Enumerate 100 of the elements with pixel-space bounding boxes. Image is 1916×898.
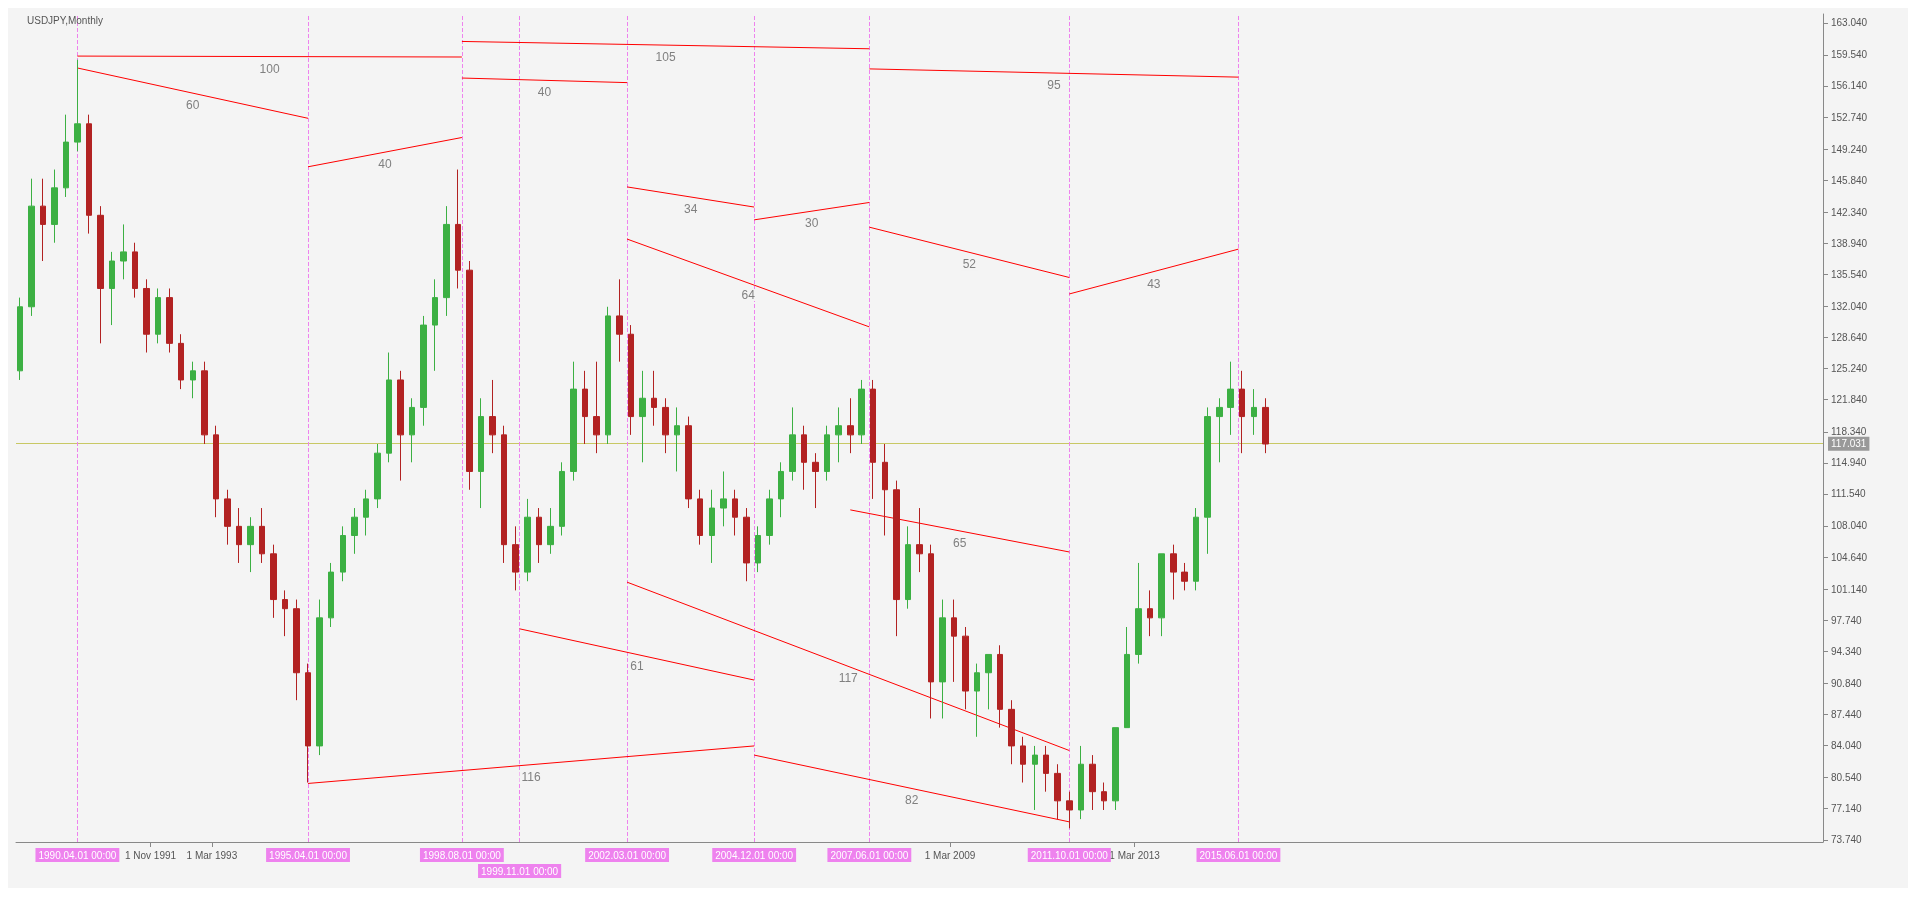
candlestick bbox=[489, 379, 496, 454]
candlestick bbox=[351, 507, 358, 555]
candlestick bbox=[1020, 736, 1026, 784]
candlestick bbox=[997, 644, 1003, 729]
candlestick bbox=[928, 544, 934, 719]
candlestick bbox=[40, 178, 46, 262]
candlestick bbox=[605, 306, 611, 445]
candlestick bbox=[1216, 397, 1223, 463]
candlestick bbox=[97, 205, 104, 344]
x-tick-label: 1 Mar 1993 bbox=[186, 849, 238, 861]
y-tick-label: 104.640 bbox=[1831, 551, 1868, 563]
candlestick bbox=[905, 525, 911, 610]
series-label: 117 bbox=[838, 671, 859, 686]
candlestick bbox=[293, 599, 300, 701]
series-label: 64 bbox=[741, 287, 756, 302]
ref-line-label: 2015.06.01 00:00 bbox=[1199, 849, 1278, 861]
y-tick-label: 121.840 bbox=[1831, 394, 1868, 406]
candlestick bbox=[397, 370, 404, 482]
candlestick bbox=[1078, 745, 1084, 820]
candlestick bbox=[305, 663, 311, 784]
candlestick bbox=[259, 507, 265, 564]
candlestick bbox=[882, 443, 888, 536]
y-tick-label: 114.940 bbox=[1831, 457, 1867, 469]
candlestick bbox=[1147, 589, 1153, 637]
ref-line-label: 1998.08.01 00:00 bbox=[422, 849, 502, 861]
candlestick bbox=[1124, 626, 1130, 729]
candlestick bbox=[132, 242, 138, 299]
series-label: 116 bbox=[521, 769, 541, 784]
candlestick bbox=[1112, 727, 1119, 811]
series-label: 61 bbox=[630, 659, 644, 674]
candlestick bbox=[547, 507, 554, 555]
y-tick-label: 73.740 bbox=[1831, 834, 1863, 846]
candlestick bbox=[593, 361, 600, 454]
candlestick bbox=[582, 370, 588, 445]
candlestick bbox=[1262, 397, 1269, 454]
y-tick-label: 118.340 bbox=[1831, 426, 1867, 438]
x-tick-label: 1 Mar 2013 bbox=[1109, 849, 1161, 861]
y-tick-label: 159.540 bbox=[1831, 49, 1868, 61]
candlestick bbox=[316, 599, 323, 756]
candlestick bbox=[847, 397, 854, 454]
candlestick bbox=[870, 379, 876, 500]
series-label: 30 bbox=[805, 216, 819, 231]
candlestick bbox=[363, 489, 369, 536]
candlestick bbox=[1054, 763, 1061, 820]
candlestick bbox=[1193, 507, 1199, 591]
candlestick bbox=[720, 470, 727, 527]
candlestick bbox=[812, 452, 819, 509]
candlestick bbox=[270, 544, 277, 619]
candlestick bbox=[512, 525, 519, 591]
ref-line-label: 2002.03.01 00:00 bbox=[588, 849, 667, 861]
ref-line-label: 117.031 bbox=[1831, 438, 1867, 450]
candlestick bbox=[455, 169, 461, 289]
series-label: 65 bbox=[953, 535, 967, 550]
y-tick-label: 84.040 bbox=[1831, 740, 1863, 752]
candlestick bbox=[1239, 370, 1245, 454]
candlestick bbox=[328, 562, 334, 628]
y-tick-label: 163.040 bbox=[1831, 17, 1868, 29]
candlestick bbox=[639, 370, 646, 463]
candlestick bbox=[939, 599, 946, 719]
candlestick bbox=[559, 461, 565, 536]
candlestick bbox=[755, 525, 761, 573]
candlestick bbox=[893, 480, 900, 637]
y-tick-label: 80.540 bbox=[1831, 772, 1863, 784]
candlestick bbox=[766, 489, 773, 546]
candlestick bbox=[236, 507, 242, 564]
candlestick bbox=[1251, 388, 1257, 436]
candlestick bbox=[1032, 745, 1038, 811]
candlestick bbox=[1204, 406, 1211, 555]
candlestick bbox=[63, 114, 69, 198]
y-tick-label: 90.840 bbox=[1831, 677, 1863, 689]
candlestick bbox=[1135, 562, 1142, 665]
ref-line-label: 1999.11.01 00:00 bbox=[481, 865, 559, 877]
candlestick bbox=[1170, 544, 1177, 601]
candlestick bbox=[985, 653, 992, 710]
candlestick bbox=[86, 114, 92, 235]
series-label: 95 bbox=[1047, 78, 1061, 93]
candlestick bbox=[674, 406, 680, 472]
candlestick bbox=[178, 333, 184, 390]
series-label: 40 bbox=[537, 85, 552, 100]
candlestick bbox=[801, 425, 807, 491]
chart-title: USDJPY,Monthly bbox=[27, 14, 103, 26]
candlestick bbox=[1158, 553, 1165, 637]
candlestick bbox=[1101, 782, 1107, 811]
y-tick-label: 135.540 bbox=[1831, 268, 1868, 280]
y-tick-label: 142.340 bbox=[1831, 206, 1868, 218]
candlestick bbox=[1043, 745, 1049, 793]
candlestick bbox=[789, 406, 796, 482]
candlestick bbox=[536, 507, 542, 564]
candlestick bbox=[466, 260, 473, 491]
candlestick bbox=[778, 461, 784, 518]
candlestick bbox=[340, 525, 346, 582]
candlestick bbox=[28, 178, 35, 317]
candlestick bbox=[651, 370, 657, 427]
candlestick bbox=[835, 406, 842, 463]
series-label: 60 bbox=[186, 98, 200, 113]
candlestick bbox=[662, 397, 669, 454]
series-label: 43 bbox=[1147, 276, 1161, 291]
ref-line-label: 2011.10.01 00:00 bbox=[1030, 849, 1109, 861]
series-label: 82 bbox=[905, 793, 919, 808]
ref-line-label: 1990.04.01 00:00 bbox=[38, 849, 117, 861]
